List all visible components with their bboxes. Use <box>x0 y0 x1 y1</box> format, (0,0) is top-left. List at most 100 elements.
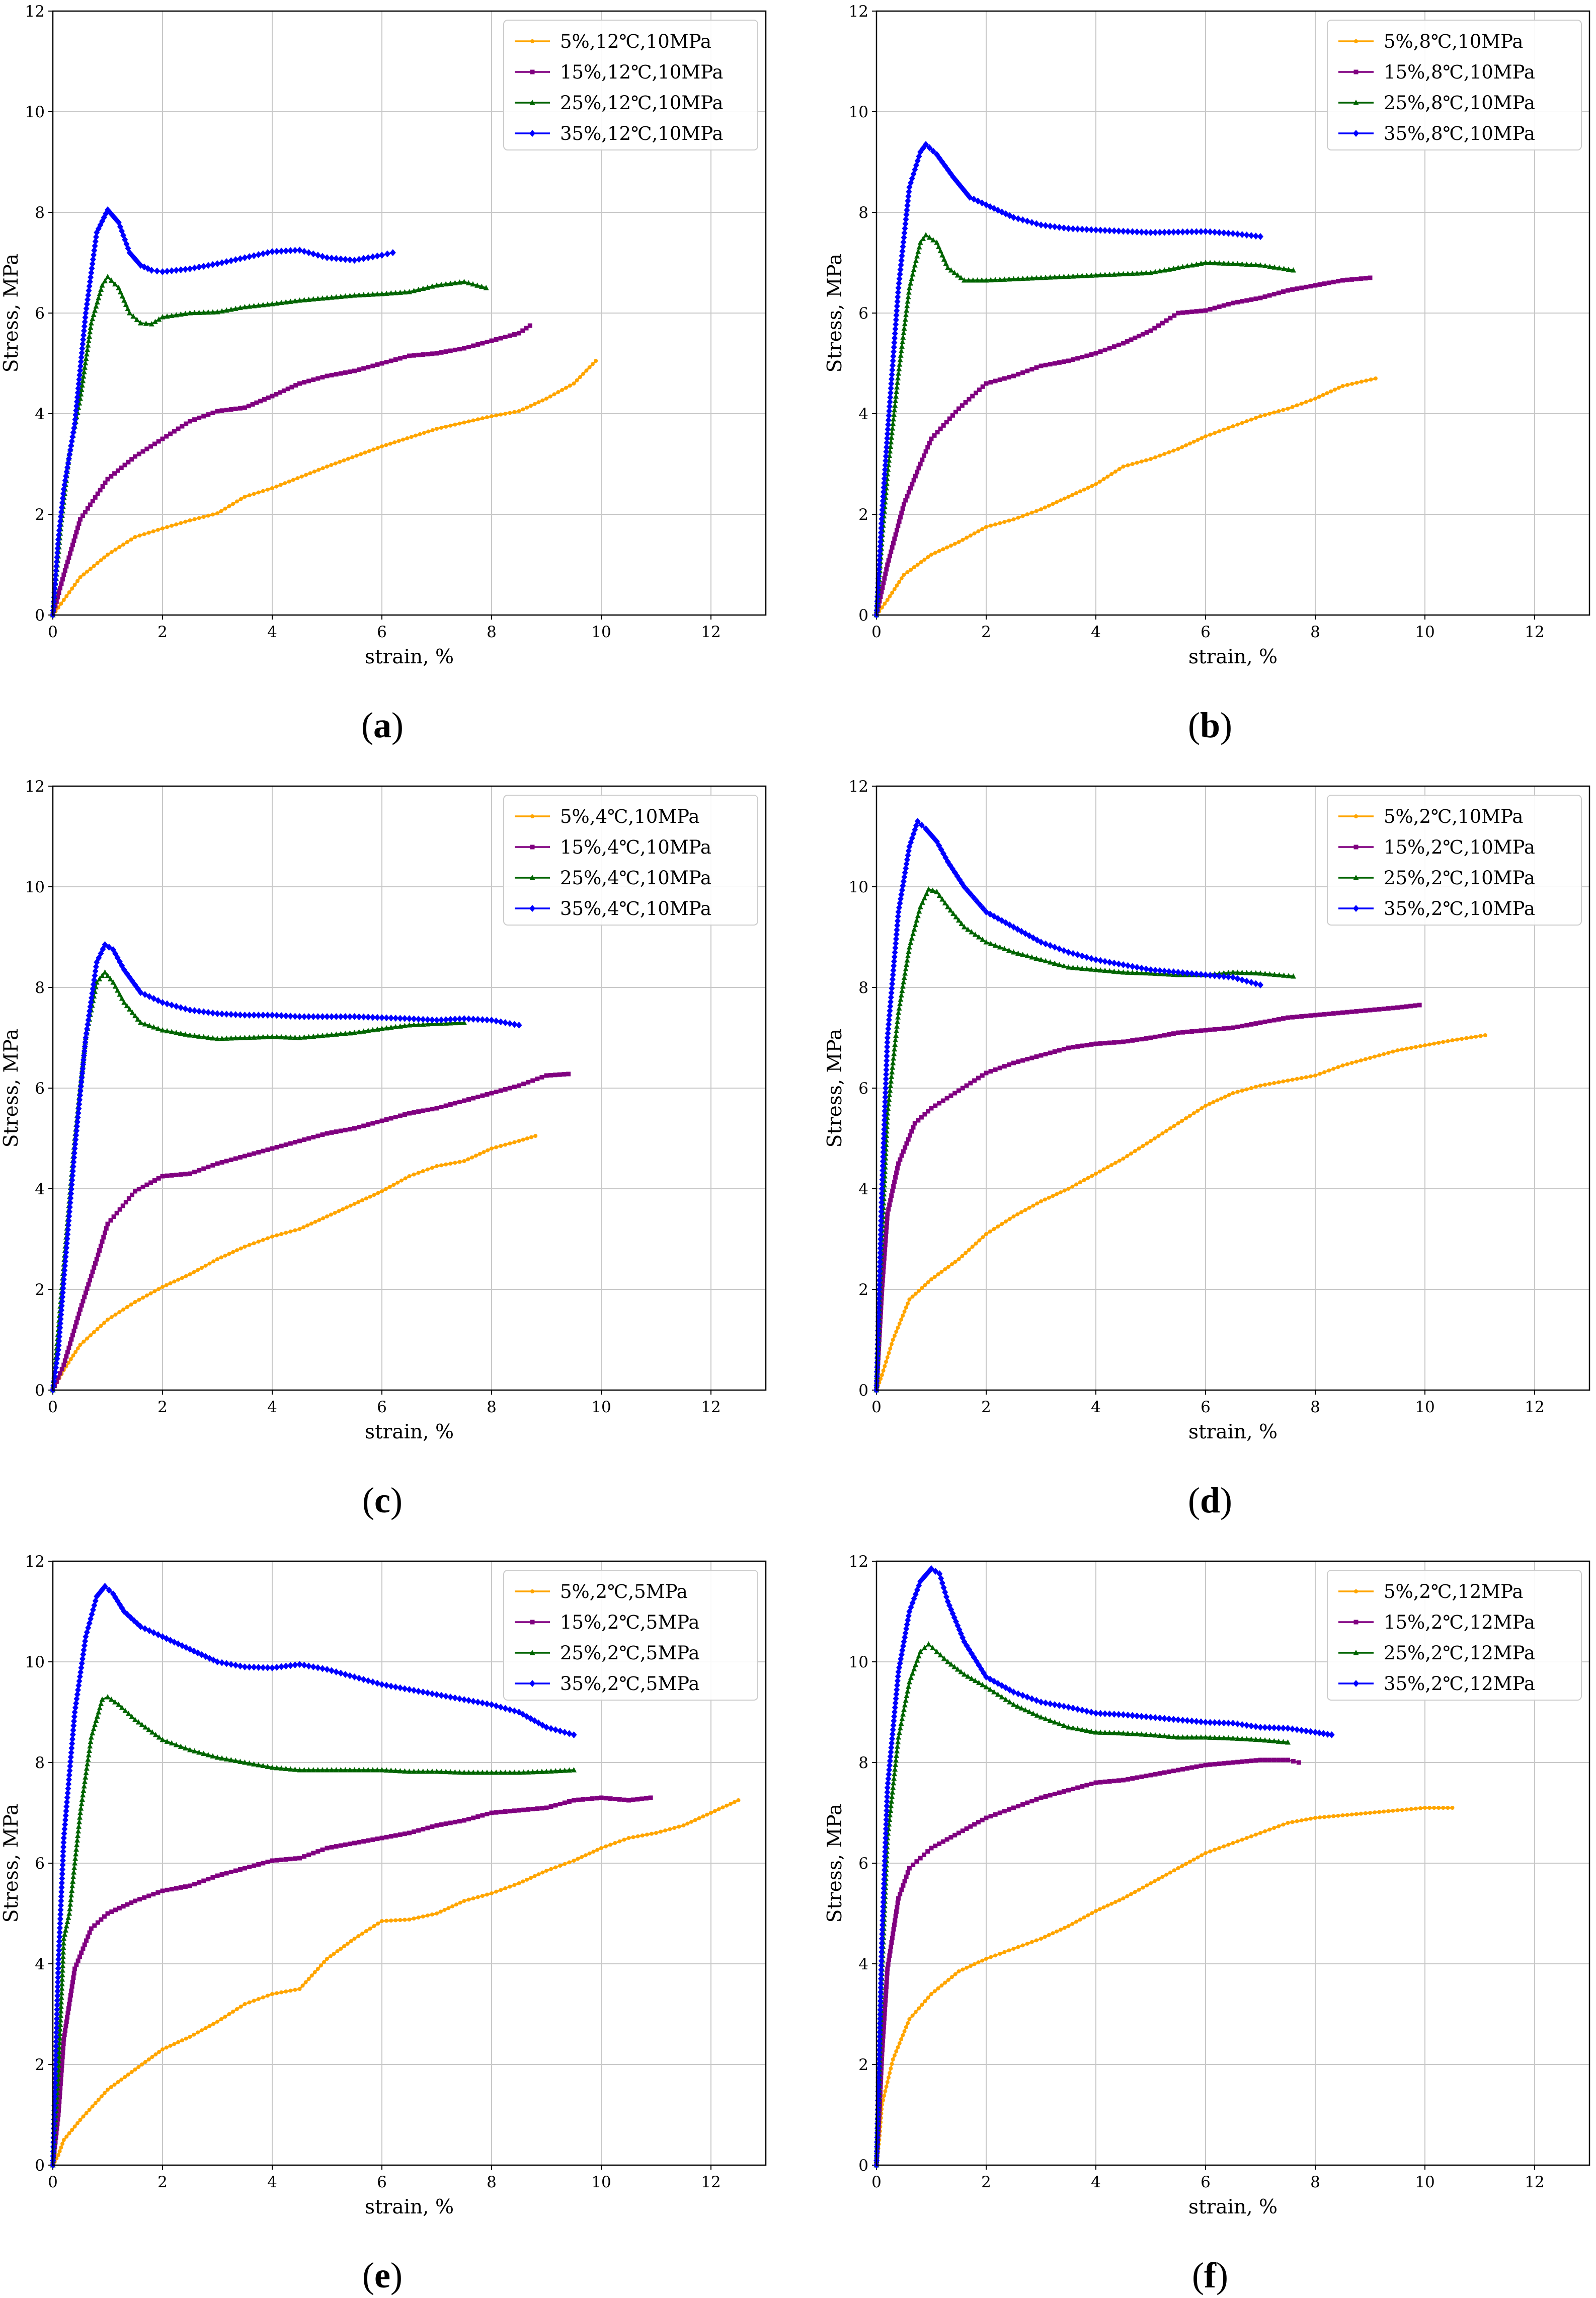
data-marker <box>1025 368 1030 373</box>
data-marker <box>1198 260 1204 266</box>
data-marker <box>178 1172 183 1177</box>
data-marker <box>176 2040 181 2044</box>
data-marker <box>360 1932 365 1936</box>
data-marker <box>507 1086 512 1091</box>
data-marker <box>900 243 906 251</box>
data-marker <box>183 519 188 524</box>
data-marker <box>1221 303 1226 308</box>
data-marker <box>231 1250 235 1254</box>
data-marker <box>196 1268 200 1272</box>
data-marker <box>539 1075 544 1080</box>
data-marker <box>1029 1940 1034 1944</box>
data-marker <box>439 1822 444 1827</box>
data-marker <box>227 504 231 508</box>
data-marker <box>1231 1841 1235 1845</box>
data-marker <box>626 1798 631 1803</box>
data-marker <box>247 1865 252 1869</box>
data-marker <box>891 1927 896 1932</box>
data-marker <box>1116 1040 1121 1045</box>
data-marker <box>67 1997 72 2002</box>
data-marker <box>517 1881 521 1885</box>
x-tick-label: 8 <box>1310 1398 1320 1416</box>
legend-label: 5%,12℃,10MPa <box>560 31 711 52</box>
data-marker <box>125 305 131 312</box>
data-marker <box>886 403 893 410</box>
data-marker <box>1363 1811 1368 1815</box>
data-marker <box>270 1235 274 1239</box>
data-marker <box>306 1852 311 1857</box>
data-marker <box>902 2029 907 2033</box>
data-marker <box>470 1155 474 1160</box>
data-marker <box>1002 520 1007 524</box>
data-marker <box>329 463 334 467</box>
data-marker <box>75 385 82 392</box>
data-marker <box>292 1856 297 1861</box>
data-marker <box>895 375 901 380</box>
data-marker <box>153 2052 158 2056</box>
x-tick-label: 10 <box>591 2173 611 2191</box>
data-marker <box>888 1198 893 1203</box>
data-marker <box>960 1086 965 1091</box>
plot-frame <box>52 10 767 616</box>
data-marker <box>65 560 70 565</box>
data-marker <box>475 342 481 347</box>
data-marker <box>412 1172 416 1177</box>
data-marker <box>92 564 96 568</box>
data-marker <box>581 371 586 376</box>
data-marker <box>243 1866 247 1871</box>
data-marker <box>903 211 910 218</box>
x-tick-label: 4 <box>267 623 277 641</box>
data-marker <box>1047 1933 1051 1937</box>
data-marker <box>169 313 175 318</box>
data-marker <box>964 1083 969 1088</box>
data-marker <box>1070 493 1075 497</box>
data-marker <box>1039 363 1044 368</box>
data-marker <box>1121 1896 1126 1900</box>
data-marker <box>903 498 908 503</box>
data-marker <box>71 1971 76 1976</box>
data-marker <box>949 1975 954 1979</box>
data-marker <box>129 1303 133 1307</box>
data-marker <box>1152 1136 1157 1140</box>
data-marker <box>498 1809 503 1814</box>
x-tick-label: 6 <box>377 623 387 641</box>
data-marker <box>412 1829 417 1834</box>
data-marker <box>1184 1116 1188 1120</box>
data-marker <box>161 2047 165 2051</box>
data-marker <box>1212 260 1218 266</box>
x-axis-label: strain, % <box>1188 1421 1278 1443</box>
data-marker <box>944 420 949 425</box>
x-tick-label: 8 <box>1310 2173 1320 2191</box>
data-marker <box>133 1189 137 1194</box>
data-marker <box>59 601 63 606</box>
data-marker <box>899 1153 904 1158</box>
data-marker <box>1039 1937 1043 1941</box>
data-marker <box>1427 1042 1432 1047</box>
data-marker <box>66 555 71 560</box>
data-marker <box>899 343 905 349</box>
legend-label: 25%,2℃,10MPa <box>1384 867 1535 889</box>
data-marker <box>884 434 891 442</box>
data-marker <box>992 277 998 282</box>
data-marker <box>165 1887 170 1892</box>
data-marker <box>125 1902 130 1907</box>
data-marker <box>1327 1814 1331 1819</box>
data-marker <box>1078 1918 1082 1922</box>
data-marker <box>1248 262 1254 267</box>
data-marker <box>297 381 302 386</box>
data-marker <box>265 1236 270 1241</box>
data-marker <box>434 1823 439 1828</box>
data-marker <box>1149 457 1153 461</box>
data-marker <box>993 522 998 526</box>
data-marker <box>922 558 927 562</box>
data-marker <box>1271 264 1278 270</box>
data-marker <box>977 1238 982 1243</box>
x-tick-label: 12 <box>1525 1398 1544 1416</box>
data-marker <box>64 1354 69 1359</box>
data-marker <box>964 1251 968 1255</box>
data-marker <box>52 580 58 588</box>
data-marker <box>1051 1194 1055 1198</box>
data-marker <box>877 529 884 537</box>
data-marker <box>904 1874 909 1879</box>
data-marker <box>60 2141 65 2146</box>
